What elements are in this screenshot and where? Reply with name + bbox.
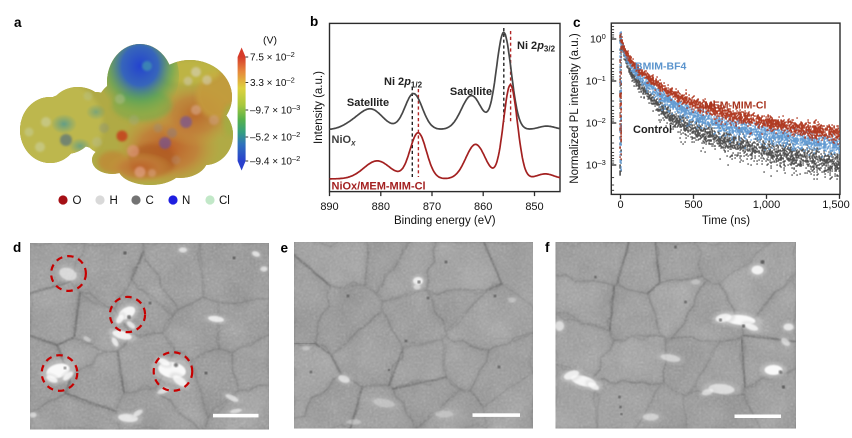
svg-text:Normalized PL intensity (a.u.): Normalized PL intensity (a.u.) [569, 33, 581, 184]
svg-text:1,000: 1,000 [753, 199, 781, 211]
svg-text:870: 870 [423, 201, 441, 213]
svg-text:Cl: Cl [219, 195, 230, 207]
svg-text:(V): (V) [263, 35, 277, 47]
svg-text:c: c [573, 15, 581, 30]
svg-text:Time (ns): Time (ns) [702, 215, 750, 227]
svg-text:850: 850 [525, 201, 543, 213]
svg-text:Intensity (a.u.): Intensity (a.u.) [313, 71, 325, 144]
svg-text:Satellite: Satellite [347, 97, 389, 109]
svg-text:1,500: 1,500 [822, 199, 850, 211]
svg-text:MEM-MIM-Cl: MEM-MIM-Cl [704, 100, 766, 112]
svg-text:860: 860 [474, 201, 492, 213]
svg-text:NiOx/MEM-MIM-Cl: NiOx/MEM-MIM-Cl [332, 181, 426, 193]
svg-text:H: H [110, 195, 118, 207]
svg-text:N: N [182, 195, 190, 207]
svg-text:0: 0 [617, 199, 623, 211]
svg-text:O: O [73, 195, 82, 207]
svg-text:d: d [13, 240, 21, 255]
svg-text:Satellite: Satellite [450, 86, 492, 98]
svg-text:BMIM-BF4: BMIM-BF4 [635, 61, 686, 73]
svg-text:b: b [310, 14, 318, 29]
svg-text:e: e [281, 241, 289, 256]
svg-text:a: a [14, 15, 22, 30]
svg-text:500: 500 [684, 199, 702, 211]
svg-text:890: 890 [320, 201, 338, 213]
svg-text:Binding energy (eV): Binding energy (eV) [394, 215, 496, 227]
svg-text:f: f [545, 240, 550, 255]
svg-text:C: C [146, 195, 154, 207]
svg-text:880: 880 [372, 201, 390, 213]
svg-text:Control: Control [633, 124, 672, 136]
